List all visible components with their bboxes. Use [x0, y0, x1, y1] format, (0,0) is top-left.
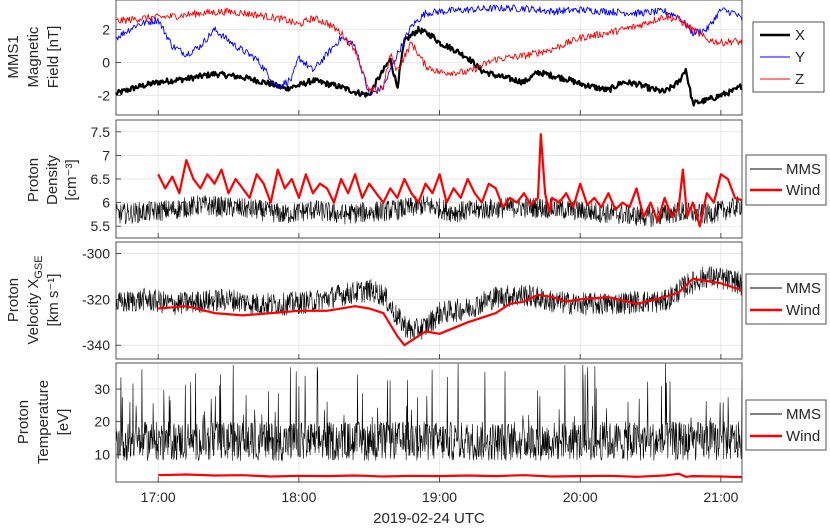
y-tick-label: -300: [82, 245, 110, 261]
x-ticks: 17:00 18:00 19:00 20:00 21:00: [141, 477, 739, 505]
y-tick-label: 6.5: [91, 171, 111, 187]
legend: X Y Z: [752, 21, 825, 93]
y-ticks: 5.5 6 6.5 7 7.5: [91, 124, 121, 234]
y-axis-label-line-3: Field [nT]: [45, 26, 62, 89]
legend-label-z: Z: [795, 71, 804, 88]
y-tick-label: 5.5: [91, 218, 111, 234]
x-tick-label: 17:00: [141, 489, 176, 505]
legend-label-y: Y: [795, 49, 805, 66]
legend: MMS Wind: [745, 399, 827, 451]
series-line-z: [115, 7, 743, 93]
plot-area: [115, 363, 743, 479]
y-axis-label-line-2: Magnetic: [25, 26, 42, 87]
y-axis-label-line-3: [cm⁻³]: [63, 159, 80, 200]
x-tick-label: 20:00: [563, 489, 598, 505]
series-line-wind: [158, 472, 743, 479]
y-axis-label-line-3: [eV]: [55, 409, 72, 436]
series-line-wind: [157, 133, 743, 228]
y-axis-label-line-1: MMS1: [5, 35, 22, 78]
series-line-y: [115, 4, 743, 96]
x-ticks: [157, 233, 722, 238]
axes-box: [115, 241, 743, 360]
series-line-x: [115, 25, 743, 107]
legend-box: [745, 273, 827, 325]
y-tick-label: 2: [102, 22, 110, 38]
y-axis-label-line-2: Temperature: [35, 380, 52, 464]
y-axis-label-line-1: Proton: [25, 158, 42, 202]
legend-label-wind: Wind: [786, 182, 820, 199]
x-tick-label: 19:00: [422, 489, 457, 505]
y-axis-label-line-1: Proton: [5, 278, 22, 322]
legend-box: [745, 154, 827, 206]
y-tick-label: 7: [102, 147, 110, 163]
y-tick-label: 30: [94, 381, 110, 397]
legend: MMS Wind: [745, 154, 827, 206]
plot-area: [115, 133, 743, 228]
series-line-mms: [115, 195, 743, 228]
panel-proton-velocity: -340 -320 -300 Proton Velocity XGSE [km s⁻…: [5, 241, 827, 360]
y-axis-label-line-1: Proton: [15, 400, 32, 444]
panel-magnetic-field: -2 0 2 MMS1 Magnetic Field [nT] X Y Z: [5, 0, 825, 116]
grid: [116, 0, 742, 115]
axes-box: [115, 362, 743, 483]
legend-box: [745, 399, 827, 451]
legend-label-mms: MMS: [786, 406, 821, 423]
plot-area: [115, 266, 743, 347]
y-ticks: -2 0 2: [98, 22, 121, 103]
axes-box: [115, 0, 743, 116]
y-axis-label-line-2: Velocity XGSE: [25, 255, 45, 344]
y-ticks: 10 20 30: [94, 381, 121, 462]
legend-label-mms: MMS: [786, 161, 821, 178]
y-tick-label: 6: [102, 195, 110, 211]
plot-area: [115, 4, 743, 107]
x-tick-label: 21:00: [703, 489, 738, 505]
legend-label-wind: Wind: [786, 428, 820, 445]
y-axis-label-line-2: Density: [44, 154, 61, 205]
series-line-mms: [115, 363, 743, 461]
y-tick-label: 20: [94, 414, 110, 430]
y-tick-label: 10: [94, 446, 110, 462]
legend-label-wind: Wind: [786, 302, 820, 319]
legend-label-mms: MMS: [786, 280, 821, 297]
y-tick-label: 0: [102, 54, 110, 70]
x-ticks: [157, 354, 722, 359]
y-tick-label: -320: [82, 291, 110, 307]
series-line-wind: [158, 277, 743, 347]
y-axis-label-line-3: [km s⁻¹]: [45, 274, 62, 327]
legend: MMS Wind: [745, 273, 827, 325]
x-tick-label: 18:00: [281, 489, 316, 505]
y-axis-label-velocity: Velocity X: [25, 279, 42, 345]
y-axis-label-subscript: GSE: [33, 255, 45, 278]
y-tick-label: 7.5: [91, 124, 111, 140]
x-axis-label: 2019-02-24 UTC: [373, 510, 485, 527]
y-tick-label: -340: [82, 337, 110, 353]
x-ticks: [157, 110, 722, 115]
series-line-mms: [115, 266, 743, 340]
legend-label-x: X: [795, 27, 805, 44]
panel-proton-density: 5.5 6 6.5 7 7.5 Proton Density [cm⁻³] MMS Wi…: [25, 119, 827, 239]
y-tick-label: -2: [98, 87, 111, 103]
y-ticks: -340 -320 -300: [82, 245, 121, 353]
